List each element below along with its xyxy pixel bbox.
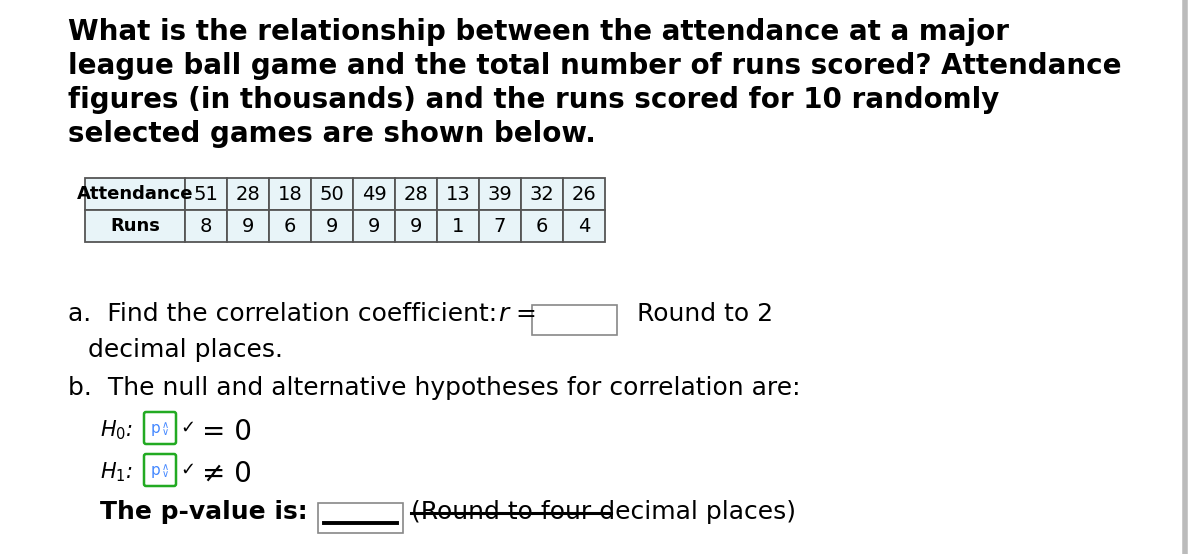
Text: 6: 6 — [284, 217, 296, 235]
Text: 8: 8 — [200, 217, 212, 235]
Bar — [85, 210, 185, 242]
Bar — [479, 178, 521, 210]
Text: 9: 9 — [368, 217, 380, 235]
Text: p: p — [151, 464, 161, 479]
Text: 39: 39 — [487, 184, 512, 203]
Bar — [563, 178, 605, 210]
Bar — [563, 210, 605, 242]
Text: (Round to four decimal places): (Round to four decimal places) — [410, 500, 796, 524]
Bar — [395, 178, 437, 210]
Text: ✓: ✓ — [180, 461, 196, 479]
Text: 4: 4 — [578, 217, 590, 235]
Text: 28: 28 — [235, 184, 260, 203]
Bar — [227, 178, 269, 210]
Bar — [311, 178, 353, 210]
Text: r: r — [498, 302, 509, 326]
Text: ∧: ∧ — [162, 420, 168, 430]
Text: league ball game and the total number of runs scored? Attendance: league ball game and the total number of… — [68, 52, 1122, 80]
Text: b.  The null and alternative hypotheses for correlation are:: b. The null and alternative hypotheses f… — [68, 376, 800, 400]
Bar — [521, 210, 563, 242]
Text: 49: 49 — [361, 184, 386, 203]
Text: $H_0$:: $H_0$: — [100, 418, 133, 442]
Text: 6: 6 — [536, 217, 548, 235]
Text: =: = — [508, 302, 536, 326]
Text: 9: 9 — [242, 217, 254, 235]
Text: Runs: Runs — [110, 217, 160, 235]
Text: The p-value is:: The p-value is: — [100, 500, 307, 524]
Bar — [353, 210, 395, 242]
Text: What is the relationship between the attendance at a major: What is the relationship between the att… — [68, 18, 1009, 46]
Text: decimal places.: decimal places. — [88, 338, 283, 362]
Bar — [437, 178, 479, 210]
Text: 9: 9 — [326, 217, 338, 235]
Text: 26: 26 — [571, 184, 596, 203]
Text: ∨: ∨ — [162, 427, 168, 437]
Bar — [269, 178, 311, 210]
Bar — [479, 210, 521, 242]
Text: 7: 7 — [494, 217, 506, 235]
Text: ✓: ✓ — [180, 419, 196, 437]
Text: 18: 18 — [277, 184, 302, 203]
Text: ∧: ∧ — [162, 462, 168, 472]
Text: 28: 28 — [403, 184, 428, 203]
Text: 13: 13 — [445, 184, 470, 203]
Text: 32: 32 — [529, 184, 554, 203]
Bar — [85, 178, 185, 210]
Text: 1: 1 — [452, 217, 464, 235]
Text: ≠ 0: ≠ 0 — [202, 460, 252, 488]
Text: selected games are shown below.: selected games are shown below. — [68, 120, 596, 148]
Text: a.  Find the correlation coefficient:: a. Find the correlation coefficient: — [68, 302, 514, 326]
Text: ∨: ∨ — [162, 469, 168, 479]
Text: 50: 50 — [319, 184, 344, 203]
Bar — [532, 305, 617, 335]
Bar — [318, 503, 403, 533]
Text: Round to 2: Round to 2 — [637, 302, 773, 326]
Text: = 0: = 0 — [202, 418, 252, 446]
Bar — [227, 210, 269, 242]
Bar — [437, 210, 479, 242]
Text: Attendance: Attendance — [77, 185, 193, 203]
Bar — [269, 210, 311, 242]
Bar — [311, 210, 353, 242]
Text: 9: 9 — [410, 217, 422, 235]
Text: $H_1$:: $H_1$: — [100, 460, 133, 484]
FancyBboxPatch shape — [144, 412, 176, 444]
Bar — [521, 178, 563, 210]
Bar — [185, 210, 227, 242]
Bar — [353, 178, 395, 210]
Bar — [185, 178, 227, 210]
Text: 51: 51 — [193, 184, 218, 203]
FancyBboxPatch shape — [144, 454, 176, 486]
Bar — [395, 210, 437, 242]
Text: figures (in thousands) and the runs scored for 10 randomly: figures (in thousands) and the runs scor… — [68, 86, 1000, 114]
Text: p: p — [151, 422, 161, 437]
